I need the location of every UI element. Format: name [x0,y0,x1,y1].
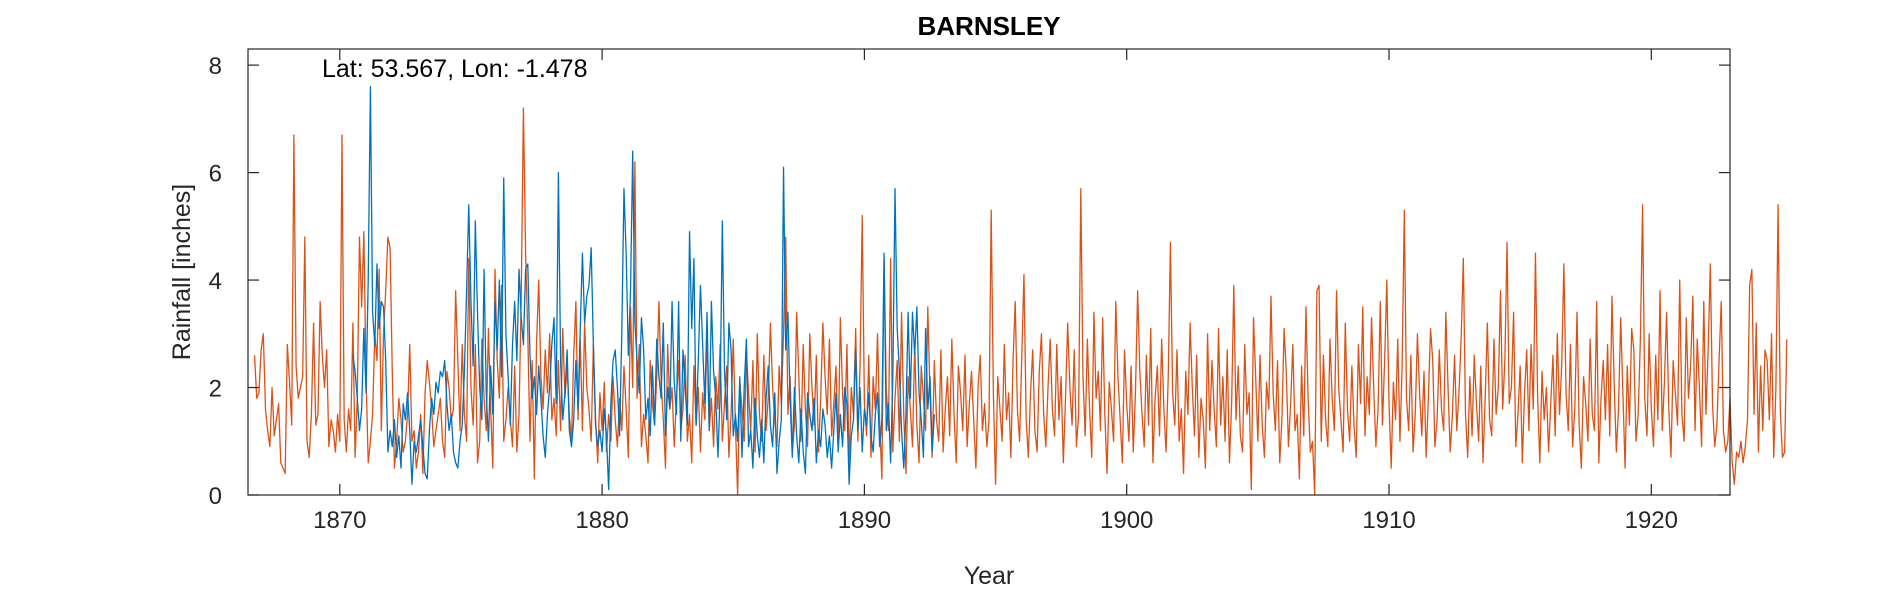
y-axis-ticks: 0 2 4 6 8 [209,53,1730,510]
y-tick-label-2: 2 [209,376,222,403]
x-tick-label-1890: 1890 [838,507,891,534]
y-tick-label-8: 8 [209,53,222,80]
y-axis-label: Rainfall [inches] [168,184,196,360]
y-tick-label-4: 4 [209,268,222,295]
x-axis-label: Year [964,562,1015,590]
x-tick-label-1880: 1880 [575,507,628,534]
series-line-2 [352,85,935,491]
x-tick-label-1900: 1900 [1100,507,1153,534]
chart-title: BARNSLEY [917,11,1060,41]
series-layer [253,85,1788,496]
y-tick-label-0: 0 [209,483,222,510]
location-annotation: Lat: 53.567, Lon: -1.478 [322,55,588,83]
axes-box [247,48,1731,496]
x-axis-ticks: 1870 1880 1890 1900 1910 1920 [313,49,1678,534]
x-tick-label-1870: 1870 [313,507,366,534]
x-tick-label-1920: 1920 [1625,507,1678,534]
y-tick-label-6: 6 [209,161,222,188]
x-tick-label-1910: 1910 [1362,507,1415,534]
